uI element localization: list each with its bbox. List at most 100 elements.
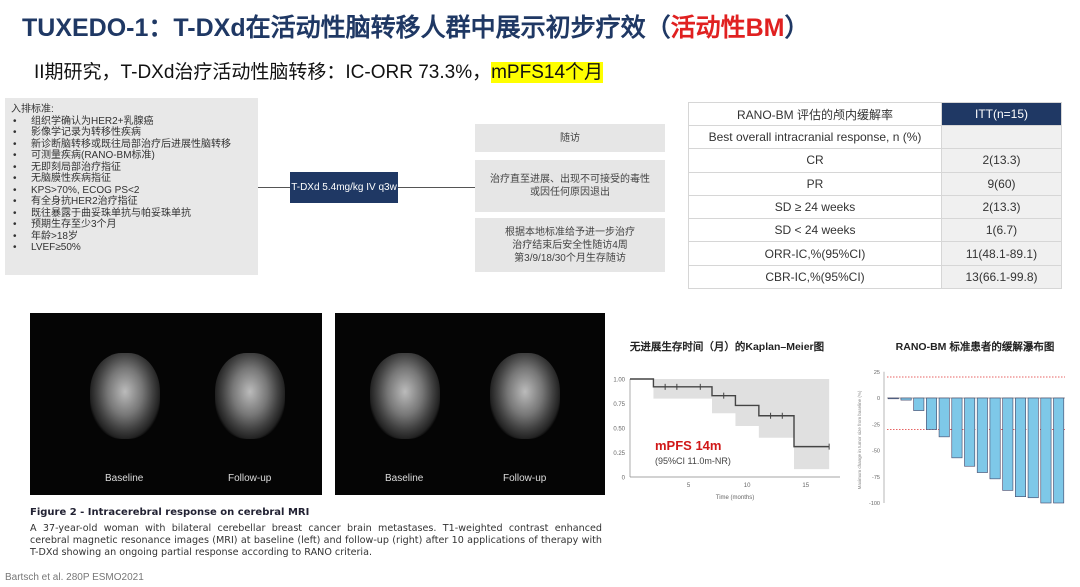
waterfall-bar [887,397,899,400]
treatment-duration-box: 治疗直至进展、出现不可接受的毒性 或因任何原因退出 [475,160,665,212]
y-tick-label: 0 [622,476,626,482]
waterfall-chart: RANO-BM 标准患者的缓解瀑布图 Maximum change in tumo… [857,340,1065,507]
inclusion-item: 组织学确认为HER2+乳腺癌 [11,116,252,128]
y-tick-label: -25 [872,422,880,428]
inclusion-item: 新诊断脑转移或既往局部治疗后进展性脑转移 [11,139,252,151]
followup-label: Follow-up [228,473,272,484]
table-row: Best overall intracranial response, n (%… [688,124,1062,150]
further-treatment-box: 根据本地标准给予进一步治疗 治疗结束后安全性随访4周 第3/9/18/30个月生存随… [475,218,665,272]
x-axis-label: Time (months) [716,495,754,501]
box-line: 第3/9/18/30个月生存随访 [514,252,626,264]
confidence-band [653,379,830,470]
value-cell: 2(13.3) [941,148,1062,173]
km-chart: 无进展生存时间（月）的Kaplan–Meier图 0 0.25 0.50 0.75 1.0… [613,340,840,501]
inclusion-title: 入排标准: [11,104,54,115]
table-row: PR 9(60) [688,171,1062,196]
waterfall-bar [1040,397,1052,504]
value-cell: 2(13.3) [941,194,1062,220]
x-tick-label: 15 [802,483,809,489]
mpfs-ci-annotation: (95%CI 11.0m-NR) [655,456,731,466]
waterfall-bar [1002,397,1014,491]
box-line: 根据本地标准给予进一步治疗 [505,226,635,238]
table-row: ORR-IC,%(95%CI) 11(48.1-89.1) [688,241,1062,266]
waterfall-bar [938,397,950,438]
mri-image [370,353,440,439]
y-tick-label: 1.00 [613,378,625,384]
caption-text: A 37-year-old woman with bilateral cereb… [30,523,602,558]
y-tick-label: -75 [872,475,880,481]
chart-title: 无进展生存时间（月）的Kaplan–Meier图 [629,340,824,353]
subtitle-highlight: mPFS14个月 [491,62,604,83]
value-cell: 11(48.1-89.1) [941,241,1062,266]
mpfs-annotation: mPFS 14m [655,438,721,453]
baseline-label: Baseline [385,473,424,484]
y-tick-label: 25 [874,370,880,376]
label-cell: ORR-IC,%(95%CI) [688,241,942,266]
waterfall-bar [976,397,988,473]
title-end: ） [784,14,810,42]
value-cell: 1(6.7) [941,218,1062,243]
caption-title: Figure 2 - Intracerebral response on cer… [30,507,310,518]
title-text: TUXEDO-1：T-DXd在活动性脑转移人群中展示初步疗效（ [22,14,671,42]
inclusion-item: LVEF≥50% [11,242,252,254]
table-row: SD ≥ 24 weeks 2(13.3) [688,194,1062,220]
waterfall-bar [1053,397,1065,504]
followup-box: 随访 [475,124,665,152]
mri-image [215,353,285,439]
treatment-box: T-DXd 5.4mg/kg IV q3w [290,172,398,203]
inclusion-item: 年龄>18岁 [11,231,252,243]
waterfall-bar [900,397,912,401]
waterfall-bar [989,397,1001,480]
title-highlight: 活动性BM [670,14,785,42]
y-tick-label: 0.50 [613,427,625,433]
waterfall-bar [951,397,963,459]
y-tick-label: 0.75 [613,402,625,408]
citation: Bartsch et al. 280P ESMO2021 [5,572,144,583]
table-header: RANO-BM 评估的颅内缓解率 ITT(n=15) [688,102,1062,126]
slide-subtitle: II期研究，T-DXd治疗活动性脑转移：IC-ORR 73.3%，mPFS14个… [34,57,604,84]
flow-arrow [258,187,290,188]
waterfall-bar [926,397,937,430]
mri-panel-2: Baseline Follow-up [335,313,605,495]
baseline-label: Baseline [105,473,144,484]
y-tick-label: 0 [877,396,880,402]
slide-title: TUXEDO-1：T-DXd在活动性脑转移人群中展示初步疗效（活动性BM） [22,8,810,44]
mri-image [490,353,560,439]
y-tick-label: 0.25 [613,451,625,457]
inclusion-item: 无即刻局部治疗指征 [11,162,252,174]
response-table: RANO-BM 评估的颅内缓解率 ITT(n=15) Best overall i… [688,102,1062,290]
label-cell: Best overall intracranial response, n (%… [688,124,942,150]
inclusion-item: 有全身抗HER2治疗指征 [11,196,252,208]
box-line: 治疗直至进展、出现不可接受的毒性 [490,174,650,185]
inclusion-item: 影像学记录为转移性疾病 [11,127,252,139]
y-tick-label: -50 [872,449,880,455]
table-row: CBR-IC,%(95%CI) 13(66.1-99.8) [688,264,1062,290]
inclusion-item: 预期生存至少3个月 [11,219,252,231]
value-cell: 13(66.1-99.8) [941,264,1062,290]
value-cell: 9(60) [941,171,1062,196]
inclusion-item: 无脑膜性疾病指征 [11,173,252,185]
value-cell [941,124,1062,150]
header-cell: ITT(n=15) [941,102,1062,126]
survival-curve [630,378,830,448]
label-cell: CR [688,148,942,173]
table-row: CR 2(13.3) [688,148,1062,173]
box-line: 或因任何原因退出 [530,187,610,198]
mri-panel-1: Baseline Follow-up [30,313,322,495]
figure-caption: Figure 2 - Intracerebral response on cer… [30,507,602,559]
y-tick-label: -100 [869,501,880,507]
x-tick-label: 10 [744,483,751,489]
inclusion-item: KPS>70%, ECOG PS<2 [11,185,252,197]
chart-title: RANO-BM 标准患者的缓解瀑布图 [896,340,1055,353]
mri-image [90,353,160,439]
inclusion-criteria-box: 入排标准: 组织学确认为HER2+乳腺癌影像学记录为转移性疾病新诊断脑转移或既往… [5,98,258,275]
header-cell: RANO-BM 评估的颅内缓解率 [688,102,942,126]
table-row: SD < 24 weeks 1(6.7) [688,218,1062,243]
label-cell: SD ≥ 24 weeks [688,194,942,220]
inclusion-item: 既往暴露于曲妥珠单抗与帕妥珠单抗 [11,208,252,220]
inclusion-item: 可测量疾病(RANO-BM标准) [11,150,252,162]
flow-arrow [398,187,475,188]
label-cell: PR [688,171,942,196]
subtitle-text: II期研究，T-DXd治疗活动性脑转移：IC-ORR 73.3%， [34,62,492,83]
label-cell: SD < 24 weeks [688,218,942,243]
